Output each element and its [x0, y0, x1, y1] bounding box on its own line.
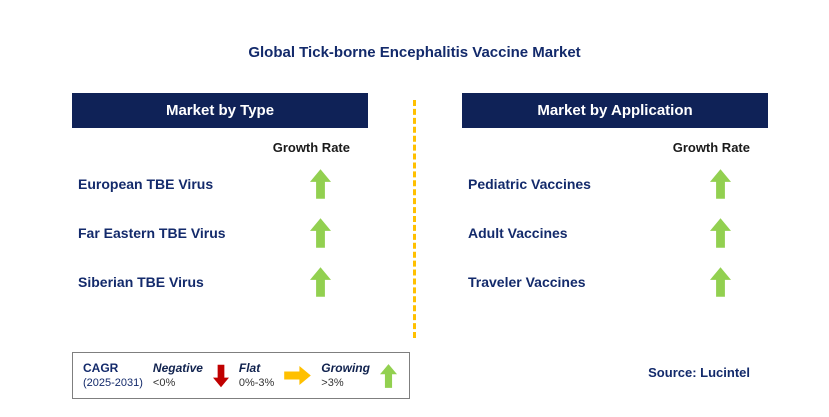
legend-cagr-label: CAGR	[83, 360, 119, 375]
segment-label: Far Eastern TBE Virus	[78, 224, 226, 241]
legend-item-growing: Growing >3%	[321, 360, 370, 391]
growth-rate-label: Growth Rate	[672, 140, 750, 155]
growth-up-arrow-icon	[710, 168, 731, 199]
growing-up-arrow-icon	[379, 363, 397, 389]
legend-item-negative: Negative <0%	[153, 360, 203, 391]
legend-item-label: Growing	[321, 360, 370, 375]
legend-item-flat: Flat 0%-3%	[239, 360, 274, 391]
segment-row: European TBE Virus	[72, 159, 368, 208]
segment-row: Adult Vaccines	[462, 208, 768, 257]
growth-rate-label: Growth Rate	[272, 140, 350, 155]
growth-up-arrow-icon	[310, 217, 331, 248]
panel-market-by-application: Market by Application Growth Rate Pediat…	[462, 93, 768, 306]
negative-down-arrow-icon	[212, 364, 229, 388]
legend-cagr: CAGR (2025-2031)	[83, 360, 143, 391]
legend-item-label: Flat	[238, 360, 261, 375]
legend-item-label: Negative	[152, 360, 203, 375]
source-label: Source: Lucintel	[648, 365, 750, 380]
segment-row: Far Eastern TBE Virus	[72, 208, 368, 257]
page-title: Global Tick-borne Encephalitis Vaccine M…	[248, 44, 581, 61]
panel-header-type: Market by Type	[72, 93, 368, 128]
segment-row: Traveler Vaccines	[462, 257, 768, 306]
legend-item-range: >3%	[321, 377, 344, 390]
segment-row: Siberian TBE Virus	[72, 257, 368, 306]
segment-label: Traveler Vaccines	[468, 273, 586, 290]
legend-item-range: <0%	[152, 377, 176, 390]
flat-right-arrow-icon	[284, 366, 312, 385]
segment-rows: Pediatric Vaccines Adult Vaccines Travel…	[462, 159, 768, 306]
segment-label: European TBE Virus	[78, 175, 214, 192]
segment-row: Pediatric Vaccines	[462, 159, 768, 208]
legend-item-range: 0%-3%	[238, 377, 275, 390]
growth-up-arrow-icon	[710, 217, 731, 248]
panel-market-by-type: Market by Type Growth Rate European TBE …	[72, 93, 368, 306]
dashed-divider	[413, 100, 416, 338]
segment-label: Siberian TBE Virus	[78, 273, 204, 290]
segment-label: Pediatric Vaccines	[468, 175, 591, 192]
cagr-legend: CAGR (2025-2031) Negative <0% Flat 0%-3%…	[72, 352, 410, 399]
segment-rows: European TBE Virus Far Eastern TBE Virus…	[72, 159, 368, 306]
growth-up-arrow-icon	[310, 266, 331, 297]
legend-cagr-period: (2025-2031)	[83, 377, 143, 390]
segment-label: Adult Vaccines	[468, 224, 568, 241]
growth-up-arrow-icon	[310, 168, 331, 199]
growth-up-arrow-icon	[710, 266, 731, 297]
panel-header-application: Market by Application	[462, 93, 768, 128]
